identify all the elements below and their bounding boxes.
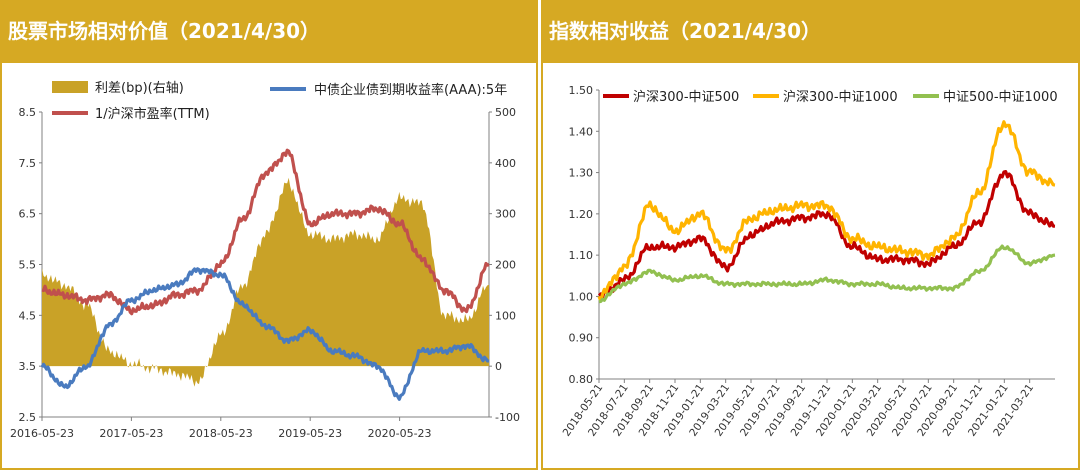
y-left-tick-label: 5.5 [19, 259, 37, 272]
y-tick-label: 0.90 [569, 332, 594, 345]
relative-return-chart: 0.800.901.001.101.201.301.401.502018-05-… [561, 84, 1058, 439]
y-right-tick-label: 300 [495, 208, 516, 221]
y-tick-label: 1.10 [569, 249, 594, 262]
x-tick-label: 2019-05-23 [278, 427, 342, 440]
y-right-tick-label: 0 [495, 360, 502, 373]
y-right-tick-label: 200 [495, 259, 516, 272]
bond-yield-line-series [40, 267, 490, 401]
pe-inverse-line-series [41, 148, 490, 316]
legend-swatch-spread [52, 81, 88, 93]
y-tick-label: 0.80 [569, 373, 594, 386]
y-tick-label: 1.00 [569, 290, 594, 303]
x-tick-label: 2020-05-23 [368, 427, 432, 440]
valuation-chart: 2.5 3.5 4.5 5.5 6.5 7.5 8.5 -100 0 100 200 300 400 50… [10, 81, 520, 440]
y-left-tick-label: 2.5 [19, 411, 37, 424]
spread-area-series [42, 177, 489, 387]
left-chart-panel: 股票市场相对价值（2021/4/30） 2.5 3.5 4.5 5.5 6.5 7.5 8.… [0, 0, 538, 470]
y-left-tick-label: 4.5 [19, 309, 37, 322]
right-chart-title: 指数相对收益（2021/4/30） [541, 0, 1080, 63]
legend-hs300-zz500-label: 沪深300-中证500 [633, 89, 739, 105]
y-right-tick-label: 500 [495, 106, 516, 119]
x-tick-label: 2018-05-23 [189, 427, 253, 440]
legend-label-bond: 中债企业债到期收益率(AAA):5年 [314, 82, 507, 98]
y-right-tick-label: -100 [495, 411, 520, 424]
y-right-tick-label: 400 [495, 157, 516, 170]
y-tick-label: 1.30 [569, 167, 594, 180]
y-tick-label: 1.50 [569, 84, 594, 97]
legend-label-pe: 1/沪深市盈率(TTM) [95, 106, 210, 122]
y-tick-label: 1.40 [569, 125, 594, 138]
x-tick-label: 2016-05-23 [10, 427, 74, 440]
left-chart-title: 股票市场相对价值（2021/4/30） [0, 0, 538, 63]
y-left-tick-label: 8.5 [19, 106, 37, 119]
y-left-tick-label: 3.5 [19, 360, 37, 373]
legend-hs300-zz1000-label: 沪深300-中证1000 [783, 89, 898, 105]
y-left-tick-label: 6.5 [19, 208, 37, 221]
legend-zz500-zz1000-label: 中证500-中证1000 [943, 90, 1058, 105]
right-chart-body: 0.80 0.90 1.00 1.10 1.20 1.30 1.40 1.50 2018-05-… [541, 63, 1080, 470]
zz500-zz1000-line-series [598, 244, 1056, 304]
left-chart-body: 2.5 3.5 4.5 5.5 6.5 7.5 8.5 -100 0 100 200 300 400 50… [0, 63, 538, 470]
right-chart-panel: 指数相对收益（2021/4/30） 0.80 0.90 1.00 1.10 1.20 1.… [541, 0, 1080, 470]
hs300-zz500-line-series [597, 169, 1056, 299]
y-tick-label: 1.20 [569, 208, 594, 221]
legend-label-spread: 利差(bp)(右轴) [95, 81, 184, 96]
x-tick-label: 2017-05-23 [99, 427, 163, 440]
hs300-zz1000-line-series [597, 120, 1056, 303]
y-right-tick-label: 100 [495, 309, 516, 322]
y-left-tick-label: 7.5 [19, 157, 37, 170]
